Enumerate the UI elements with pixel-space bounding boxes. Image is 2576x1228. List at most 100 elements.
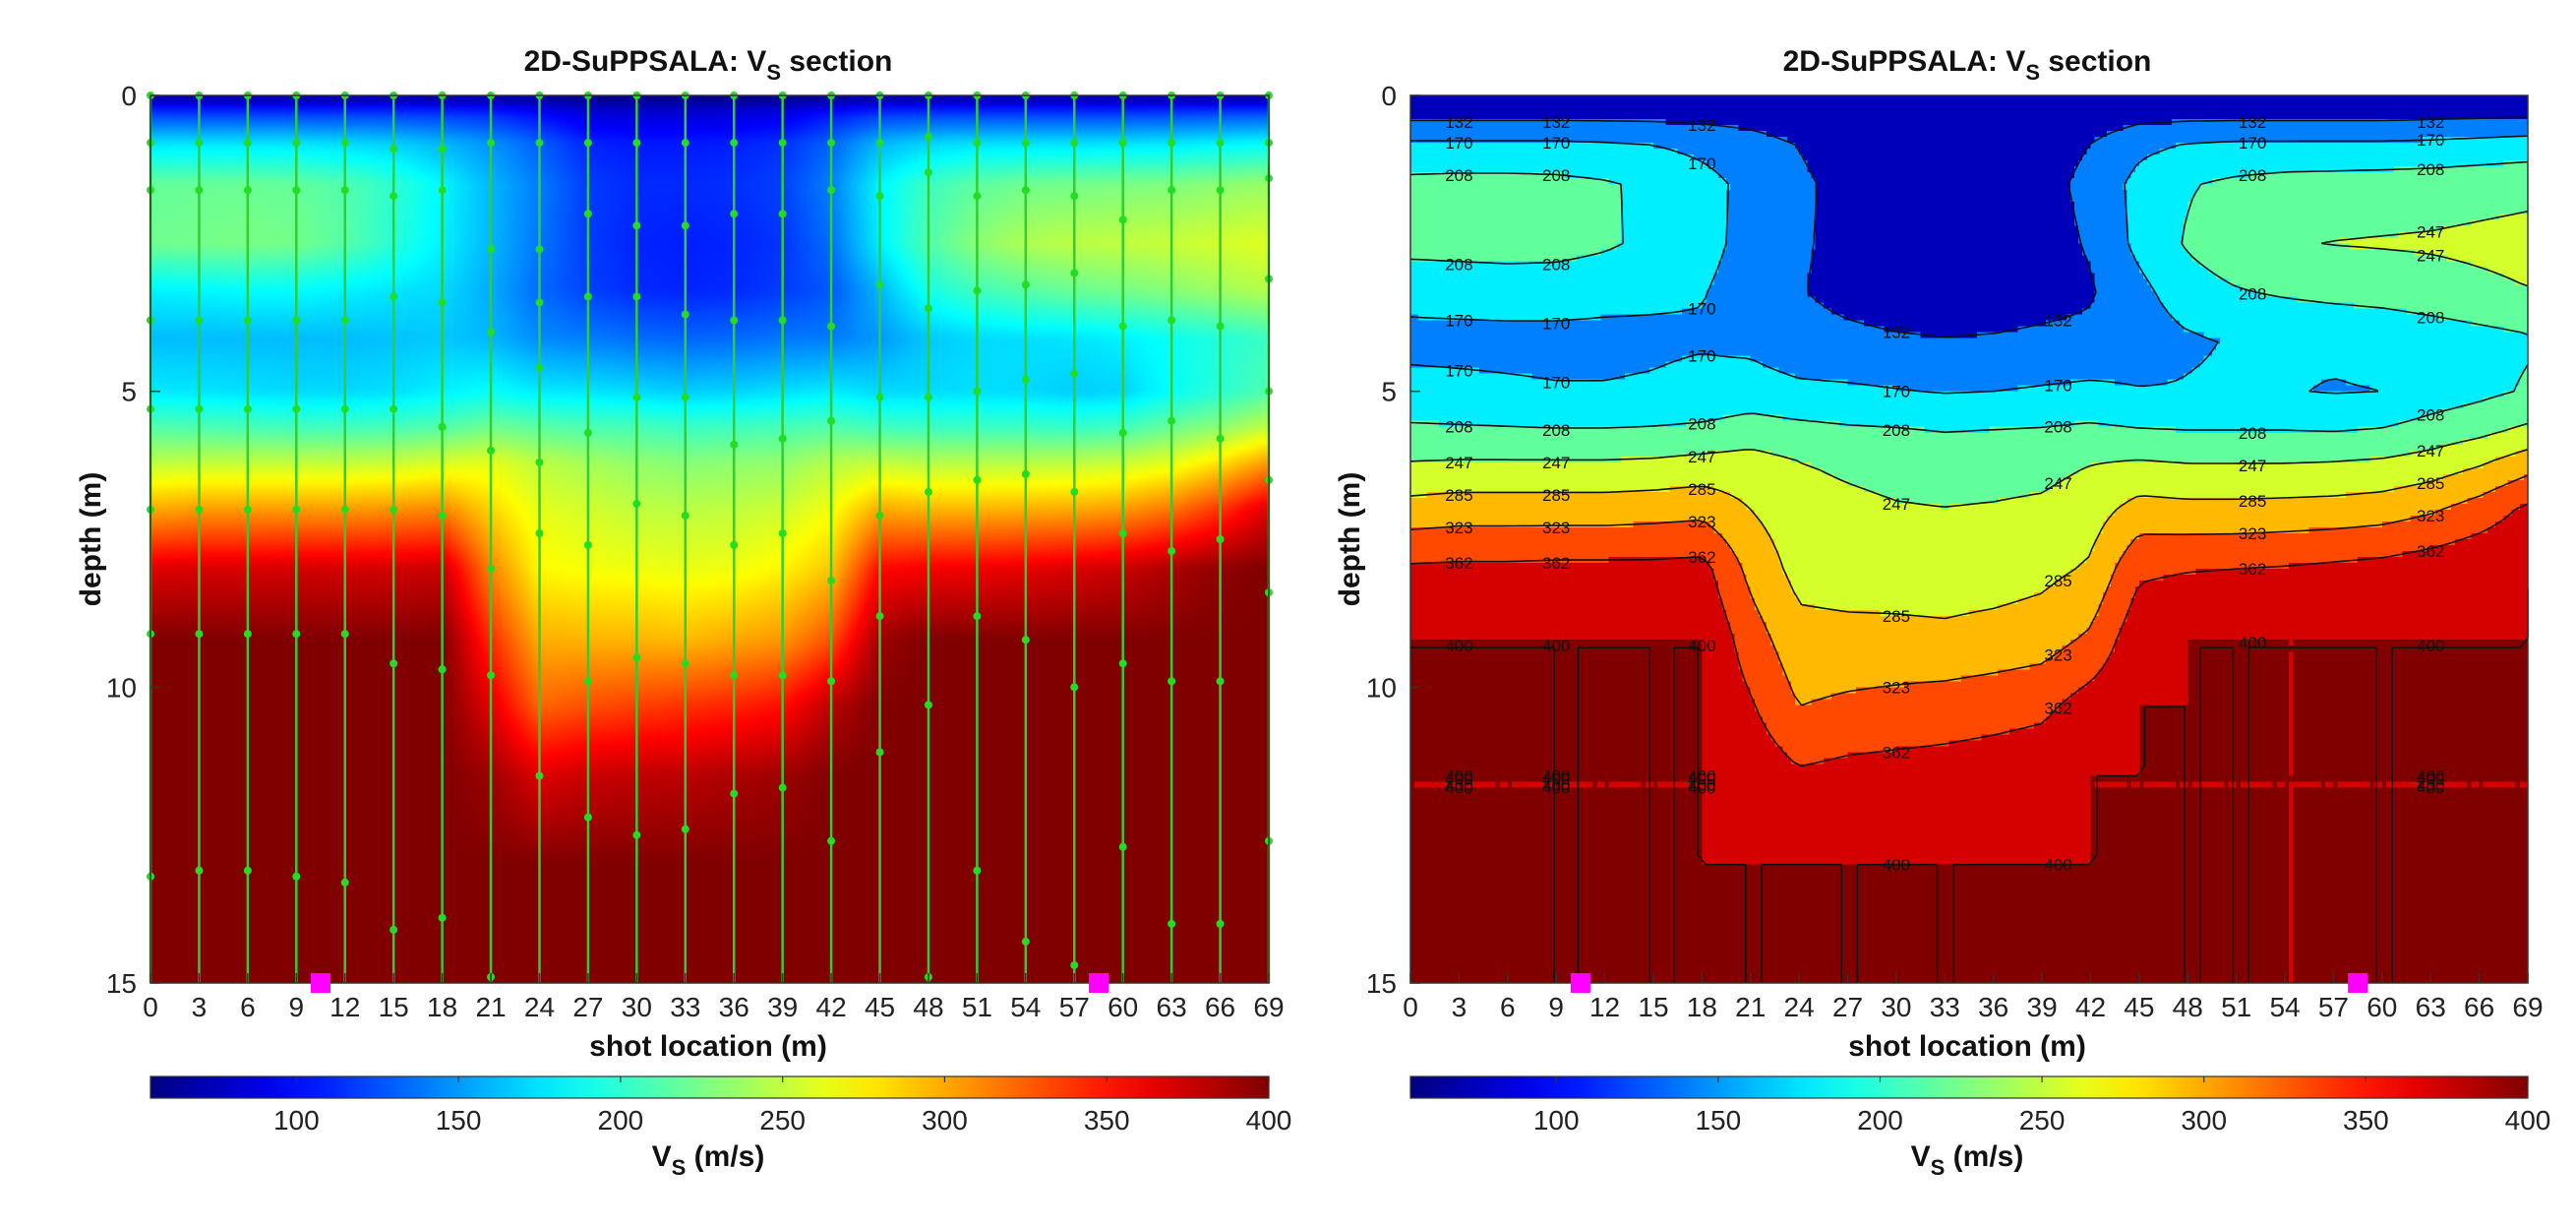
contour-label: 208: [2417, 309, 2444, 328]
x-tick-label: 3: [1452, 992, 1468, 1022]
layer-dot: [973, 387, 982, 396]
contour-label: 170: [1542, 374, 1570, 393]
contour-label: 323: [1445, 519, 1472, 537]
layer-dot: [632, 221, 641, 230]
layer-dot: [1070, 369, 1079, 378]
layer-dot: [924, 133, 932, 142]
contour-label: 170: [1688, 154, 1715, 173]
layer-dot: [1070, 269, 1079, 277]
layer-dot: [875, 393, 884, 401]
contour-label: 208: [2417, 406, 2444, 425]
plot-frame: [150, 94, 1270, 984]
layer-dot: [1021, 375, 1030, 384]
layer-dot: [535, 458, 544, 466]
colorbar-tick-label: 250: [759, 1105, 806, 1136]
contour-label: 323: [2239, 524, 2266, 543]
layer-dot: [1118, 428, 1127, 437]
contour-label: 323: [1542, 519, 1570, 537]
contour-247: [1409, 211, 2529, 508]
layer-dot: [1168, 316, 1176, 325]
contour-label: 285: [1542, 486, 1570, 505]
layer-dot: [827, 186, 836, 195]
layer-dot: [632, 830, 641, 839]
contour-362: [1409, 503, 2529, 768]
contour-label: 362: [2044, 699, 2071, 717]
x-tick-label: 36: [719, 992, 749, 1022]
layer-dot: [924, 487, 932, 496]
contour-label: 170: [2417, 131, 2444, 150]
layer-dot: [875, 192, 884, 201]
layer-dot: [730, 316, 739, 325]
layer-dot: [973, 192, 982, 201]
layer-dot: [1021, 636, 1030, 645]
contour-labels: 1321702082081701702082472853233624004004…: [1445, 113, 2444, 875]
x-tick-label: 0: [143, 992, 158, 1022]
contour-label: 362: [1688, 548, 1715, 567]
layer-dot: [487, 245, 496, 254]
y-tick-label: 5: [1381, 377, 1397, 407]
layer-dot: [292, 186, 301, 195]
layer-dot: [875, 511, 884, 520]
layer-dot: [292, 630, 301, 639]
x-tick-label: 42: [2075, 992, 2106, 1022]
panel-left-title: 2D-SuPPSALA: VS section: [524, 45, 893, 85]
layer-dot: [438, 665, 447, 674]
shot-marker: [1570, 973, 1590, 993]
contour-323: [1409, 474, 2529, 706]
layer-dot: [389, 925, 398, 934]
x-tick-label: 69: [1253, 992, 1284, 1022]
x-tick-label: 3: [192, 992, 208, 1022]
x-tick-label: 66: [1205, 992, 1235, 1022]
colorbar-tick-label: 250: [2019, 1105, 2066, 1136]
layer-dot: [583, 428, 592, 437]
contour-label: 362: [1445, 554, 1472, 573]
contour-label: 323: [2044, 645, 2071, 664]
shot-marker: [1088, 973, 1108, 993]
layer-dot: [1070, 960, 1079, 969]
contour-400: [1410, 588, 2529, 983]
contour-label: 170: [1445, 362, 1472, 381]
contour-label: 170: [1542, 315, 1570, 334]
plot-frame: [1409, 94, 2529, 984]
contour-label: 285: [2044, 572, 2071, 590]
x-tick-label: 21: [1735, 992, 1766, 1022]
x-tick-label: 39: [767, 992, 798, 1022]
contour-label: 362: [1883, 743, 1910, 762]
contour-label: 247: [1542, 454, 1570, 472]
contour-label: 208: [1688, 415, 1715, 434]
layer-dot: [583, 210, 592, 218]
y-tick-label: 0: [121, 81, 137, 111]
layer-dot: [1168, 139, 1176, 148]
contour-label: 285: [1445, 486, 1472, 505]
layer-dot: [827, 322, 836, 331]
layer-dot: [583, 541, 592, 550]
layer-dot: [778, 783, 787, 792]
layer-dot: [583, 292, 592, 301]
contour-label: 323: [2417, 507, 2444, 525]
layer-dot: [1070, 139, 1079, 148]
layer-dot: [1070, 683, 1079, 692]
layer-dot: [1070, 487, 1079, 496]
contour-label: 247: [2417, 222, 2444, 241]
colorbar-tick-label: 150: [1695, 1105, 1741, 1136]
layer-dot: [535, 139, 544, 148]
contour-label: 400: [1542, 770, 1570, 789]
layer-dot: [243, 186, 252, 195]
layer-dot: [875, 748, 884, 757]
layer-dot: [875, 280, 884, 289]
layer-dot: [681, 825, 689, 833]
contour-label: 247: [2417, 246, 2444, 265]
contour-170: [1409, 135, 2529, 395]
x-tick-label: 60: [1108, 992, 1138, 1022]
layer-dot: [1168, 186, 1176, 195]
layer-dot: [292, 316, 301, 325]
layer-dot: [438, 298, 447, 307]
layer-dot: [340, 186, 349, 195]
layer-dot: [1168, 547, 1176, 556]
panel-left-smooth-section: 2D-SuPPSALA: VS section 0 3 6 9 12 15 18 21 24 27…: [75, 45, 1291, 1180]
colorbar-tick-label: 200: [598, 1105, 644, 1136]
x-tick-label: 6: [240, 992, 256, 1022]
layer-dot: [681, 139, 689, 148]
contour-label: 208: [2417, 160, 2444, 179]
layer-dot: [681, 310, 689, 319]
